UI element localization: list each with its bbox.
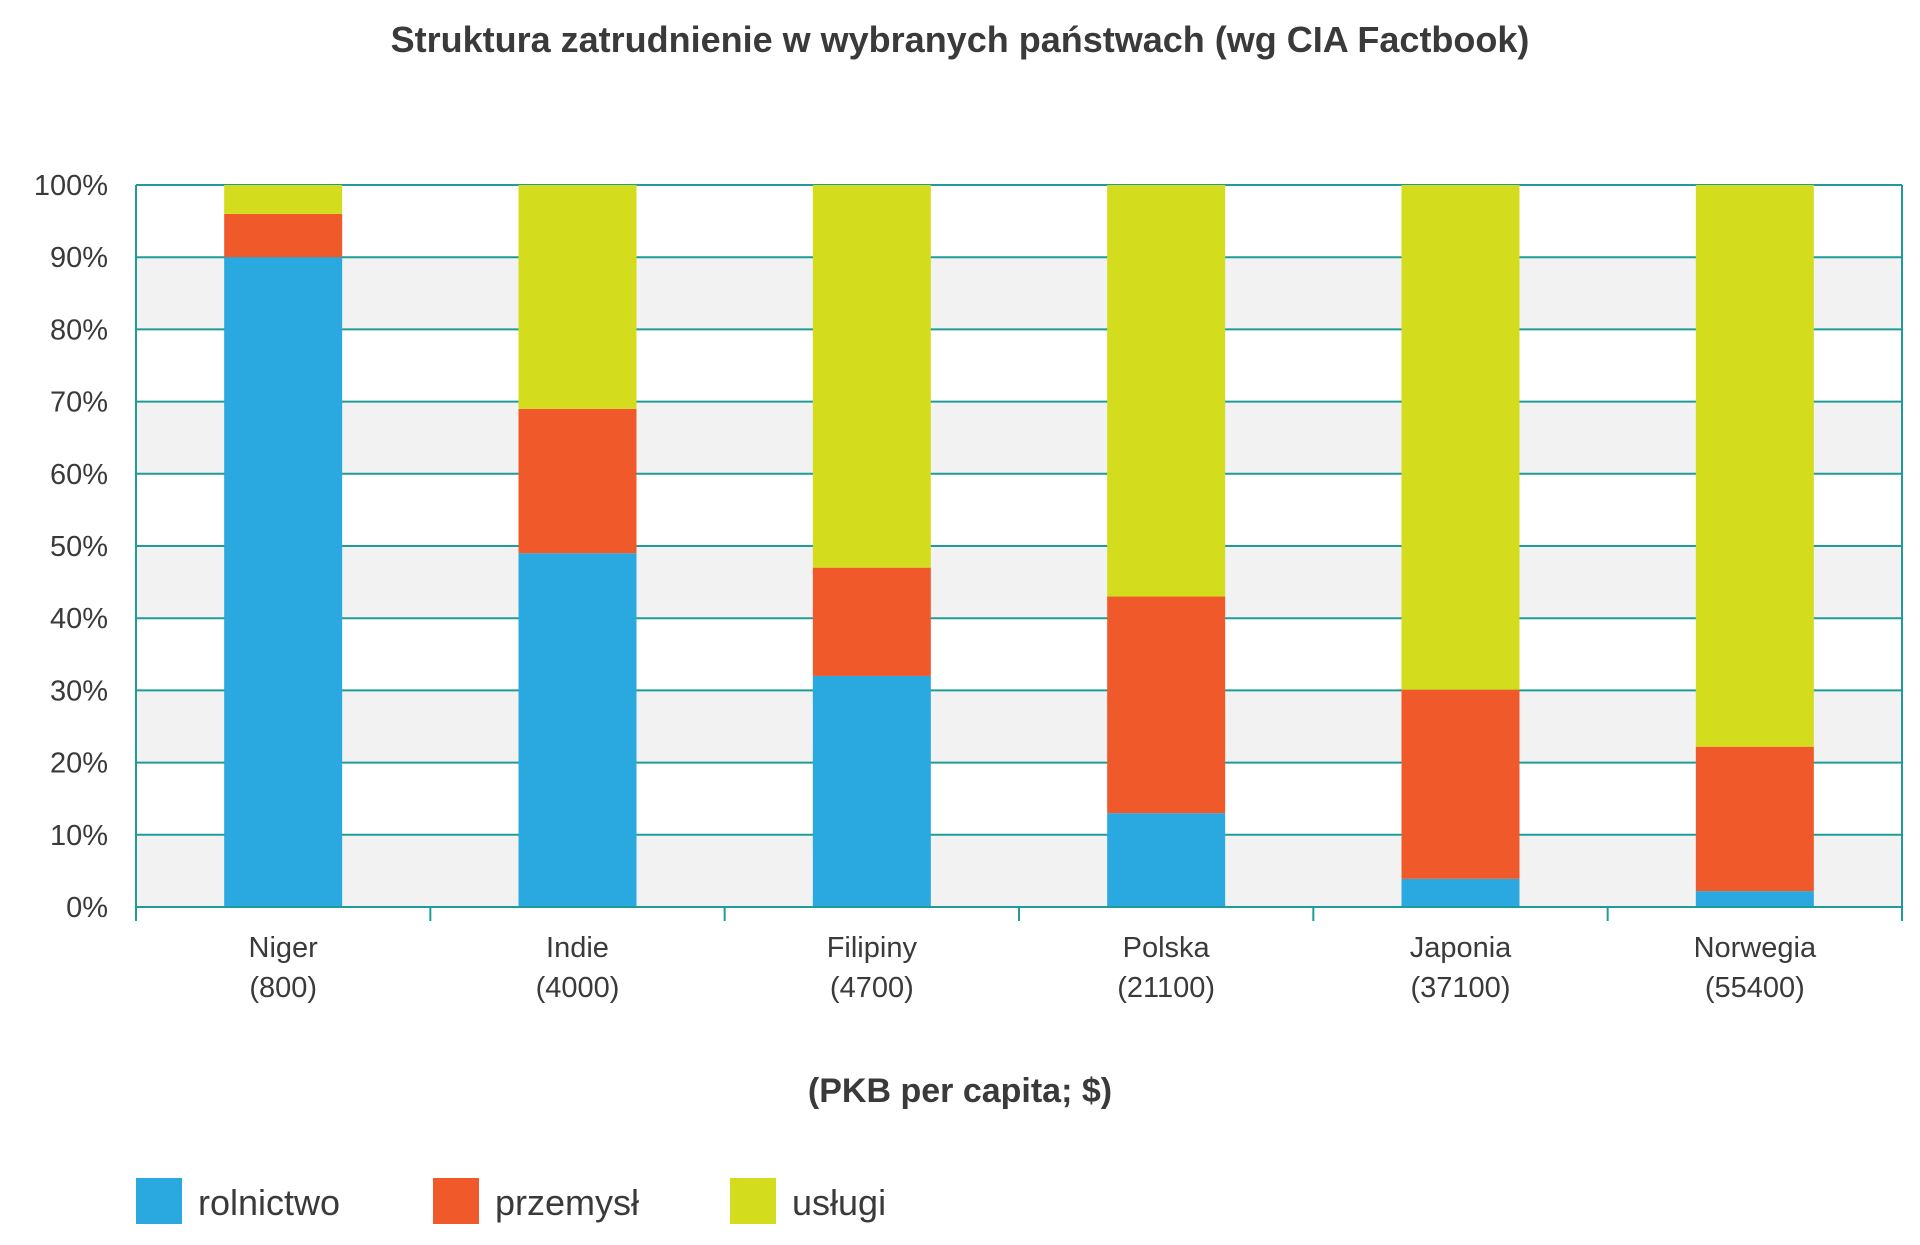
bar-segment-rolnictwo (1401, 878, 1520, 907)
x-tick-sublabel: (55400) (1705, 972, 1805, 1004)
x-tick-sublabel: (21100) (1117, 972, 1215, 1004)
bar-segment-usługi (812, 185, 931, 568)
legend-swatch (136, 1178, 182, 1224)
bar-segment-rolnictwo (1107, 813, 1226, 907)
plot-band (136, 546, 1902, 619)
bars-group (224, 185, 1814, 907)
bar-segment-usługi (1401, 185, 1520, 690)
bar-segment-przemysł (1695, 746, 1814, 892)
plot-band (136, 834, 1902, 907)
bar-segment-rolnictwo (1695, 891, 1814, 907)
x-tick-labels: Niger (800) Indie (4000) Filipiny (4700) Polsk… (249, 932, 1817, 1004)
y-tick-label: 30% (50, 675, 108, 707)
chart-title: Struktura zatrudnienie w wybranych państ… (391, 19, 1530, 60)
y-tick-label: 10% (50, 820, 108, 852)
plot-background-bands (136, 257, 1902, 907)
bar-segment-przemysł (1401, 689, 1520, 879)
x-tick-label: Niger (249, 932, 319, 964)
bar-segment-przemysł (812, 567, 931, 676)
y-tick-label: 70% (50, 387, 108, 419)
x-tick-sublabel: (37100) (1411, 972, 1511, 1004)
bar-segment-przemysł (224, 213, 343, 258)
y-tick-label: 20% (50, 748, 108, 780)
y-tick-label: 40% (50, 603, 108, 635)
y-tick-label: 80% (50, 314, 108, 346)
bar-segment-rolnictwo (224, 257, 343, 907)
bar-segment-rolnictwo (812, 675, 931, 907)
x-tick-label: Indie (546, 932, 609, 964)
x-axis-title: (PKB per capita; $) (808, 1072, 1112, 1110)
y-tick-label: 90% (50, 242, 108, 274)
bar-segment-usługi (1695, 185, 1814, 747)
y-tick-label: 60% (50, 459, 108, 491)
y-tick-label: 100% (34, 170, 108, 202)
plot-band (136, 690, 1902, 763)
plot-band (136, 257, 1902, 330)
legend: rolnictwo przemysł usługi (136, 1178, 886, 1224)
x-tick-label: Japonia (1410, 932, 1512, 964)
x-tick-label: Filipiny (827, 932, 918, 964)
y-tick-labels: 0% 10% 20% 30% 40% 50% 60% 70% 80% 90% 100% (34, 170, 108, 924)
axes-group (135, 185, 1903, 921)
legend-label: przemysł (495, 1182, 639, 1223)
x-tick-sublabel: (4700) (830, 972, 914, 1004)
bar-segment-usługi (1107, 185, 1226, 597)
x-tick-label: Norwegia (1694, 932, 1817, 964)
bar-segment-rolnictwo (518, 553, 637, 907)
legend-label: usługi (792, 1182, 886, 1223)
plot-band (136, 401, 1902, 474)
legend-swatch (433, 1178, 479, 1224)
bar-segment-usługi (224, 185, 343, 214)
legend-swatch (730, 1178, 776, 1224)
legend-label: rolnictwo (198, 1182, 340, 1223)
x-tick-label: Polska (1123, 932, 1211, 964)
y-tick-label: 50% (50, 531, 108, 563)
bar-segment-usługi (518, 185, 637, 409)
x-tick-sublabel: (800) (249, 972, 317, 1004)
x-tick-sublabel: (4000) (536, 972, 620, 1004)
y-tick-label: 0% (66, 892, 108, 924)
bar-segment-przemysł (1107, 596, 1226, 814)
gridlines (136, 184, 1902, 908)
bar-segment-przemysł (518, 408, 637, 554)
